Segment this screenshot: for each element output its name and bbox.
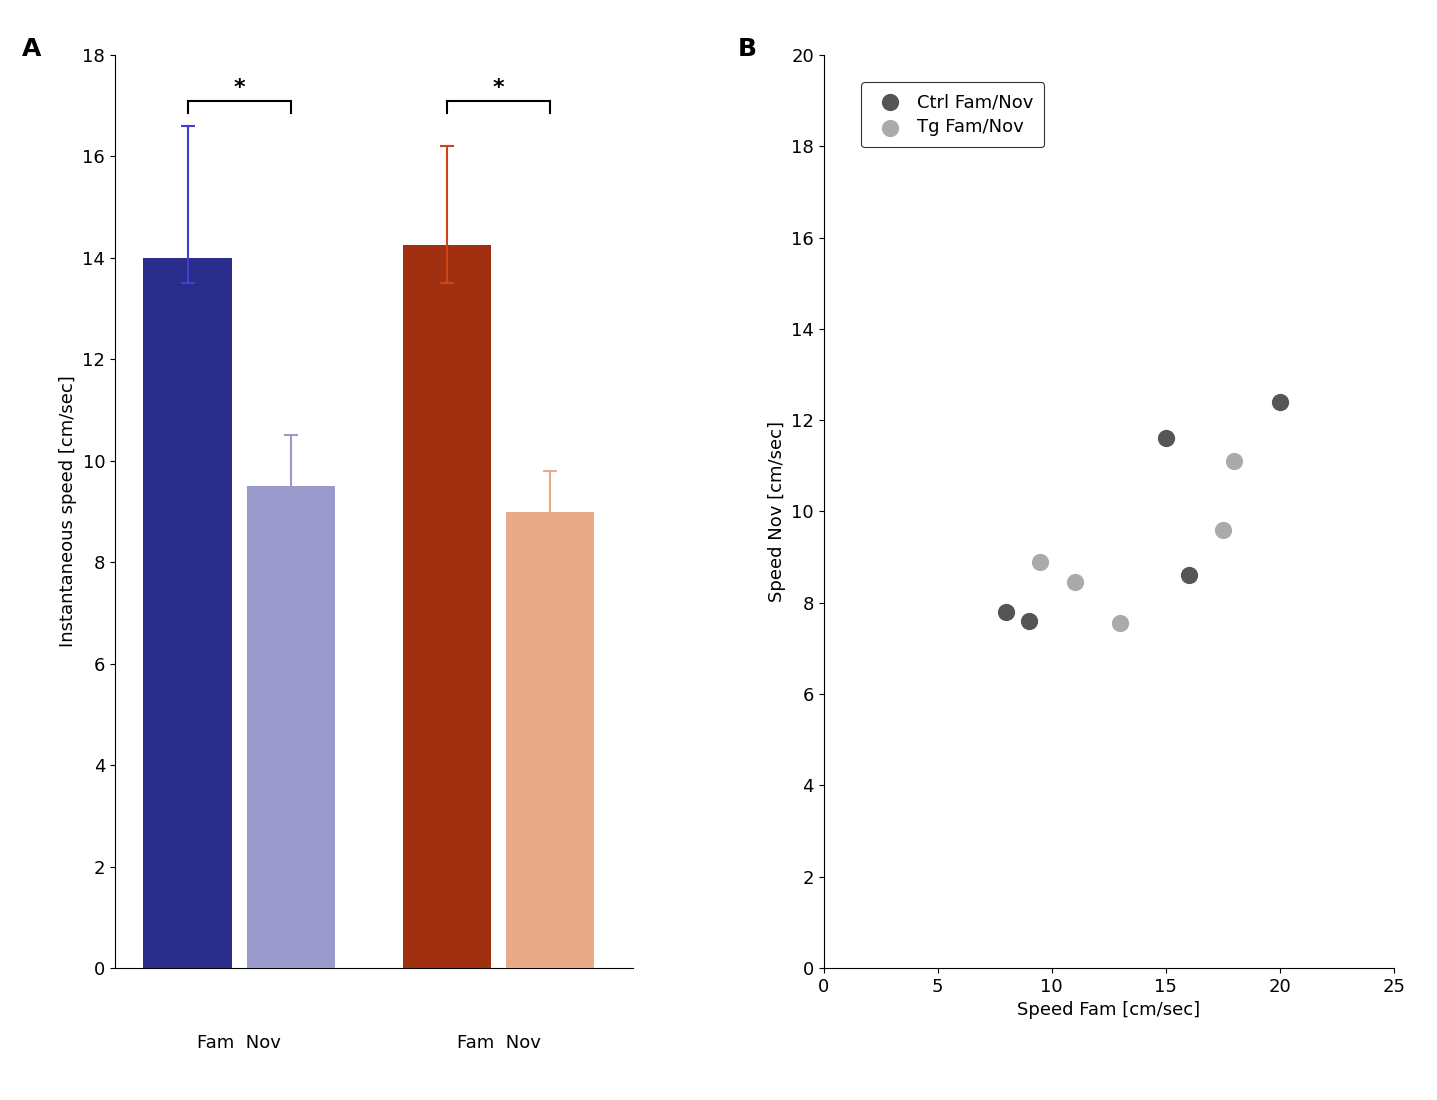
Tg Fam/Nov — [1211, 521, 1234, 539]
Bar — [506, 512, 595, 968]
Ctrl Fam/Nov — [1177, 566, 1200, 584]
Legend: Ctrl Fam/Nov, Tg Fam/Nov: Ctrl Fam/Nov, Tg Fam/Nov — [861, 82, 1045, 147]
Tg Fam/Nov — [1029, 553, 1052, 571]
Tg Fam/Nov — [1063, 573, 1086, 591]
Ctrl Fam/Nov — [994, 603, 1017, 620]
Text: A: A — [22, 36, 42, 60]
Ctrl Fam/Nov — [1269, 393, 1292, 410]
Ctrl Fam/Nov — [1154, 430, 1177, 448]
Text: Fam  Nov: Fam Nov — [457, 1034, 540, 1052]
Tg Fam/Nov — [1109, 615, 1132, 632]
Bar — [402, 245, 490, 968]
Bar — [247, 486, 335, 968]
Ctrl Fam/Nov — [1017, 613, 1040, 630]
Y-axis label: Instantaneous speed [cm/sec]: Instantaneous speed [cm/sec] — [59, 375, 76, 648]
X-axis label: Speed Fam [cm/sec]: Speed Fam [cm/sec] — [1017, 1001, 1200, 1020]
Y-axis label: Speed Nov [cm/sec]: Speed Nov [cm/sec] — [767, 421, 786, 602]
Text: Fam  Nov: Fam Nov — [197, 1034, 282, 1052]
Text: *: * — [234, 78, 246, 98]
Bar — [144, 257, 231, 968]
Tg Fam/Nov — [1223, 452, 1246, 470]
Text: B: B — [739, 36, 757, 60]
Text: *: * — [493, 78, 504, 98]
